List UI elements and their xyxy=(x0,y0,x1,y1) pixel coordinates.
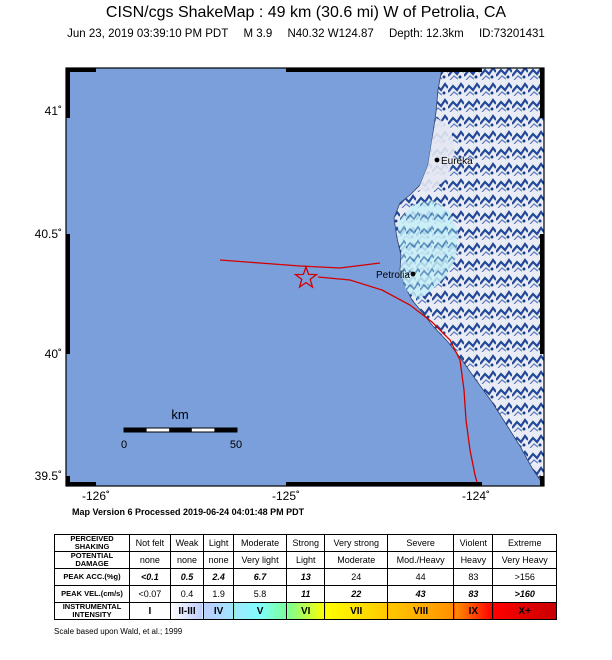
epicenter-star xyxy=(293,265,319,289)
legend-row-header: POTENTIAL DAMAGE xyxy=(54,551,130,569)
legend-cell: Violent xyxy=(453,534,494,552)
fault-line xyxy=(317,276,479,486)
legend-cell: Moderate xyxy=(233,534,288,552)
legend-cell: 1.9 xyxy=(203,585,235,603)
legend-cell: 13 xyxy=(286,568,326,586)
legend-cell: <0.07 xyxy=(129,585,171,603)
lon-label: -124˚ xyxy=(462,489,490,503)
intensity-legend: PERCEIVED SHAKING Not felt Weak Light Mo… xyxy=(54,534,557,620)
place-label-eureka: Eureka xyxy=(441,156,473,167)
lat-label: 39.5˚ xyxy=(35,469,62,483)
lon-label: -126˚ xyxy=(82,489,110,503)
legend-row-header: PEAK VEL.(cm/s) xyxy=(54,585,130,603)
legend-cell: >156 xyxy=(492,568,557,586)
legend-cell: 43 xyxy=(387,585,455,603)
legend-cell: 6.7 xyxy=(233,568,288,586)
legend-cell: 83 xyxy=(453,568,494,586)
legend-cell: Mod./Heavy xyxy=(387,551,455,569)
coastal-lowland xyxy=(418,118,455,192)
legend-cell: Not felt xyxy=(129,534,171,552)
frame-ticks xyxy=(66,68,544,486)
map-version: Map Version 6 Processed 2019-06-24 04:01… xyxy=(72,507,305,517)
legend-cell: 2.4 xyxy=(203,568,235,586)
legend-row-intensity: INSTRUMENTAL INTENSITY I II-III IV V VI … xyxy=(54,602,557,620)
place-label-petrolia: Petrolia xyxy=(376,270,410,281)
place-marker-petrolia xyxy=(410,271,416,277)
event-date: Jun 23, 2019 03:39:10 PM PDT xyxy=(67,28,229,40)
legend-row-acc: PEAK ACC.(%g) <0.1 0.5 2.4 6.7 13 24 44 … xyxy=(54,568,557,586)
intensity-swatch: VI xyxy=(286,602,326,620)
legend-cell: Light xyxy=(203,534,235,552)
intensity-swatch: X+ xyxy=(492,602,557,620)
scale-bar-start: 0 xyxy=(121,439,127,451)
legend-row-shaking: PERCEIVED SHAKING Not felt Weak Light Mo… xyxy=(54,534,557,552)
shakemap: Eureka Petrolia km 0 50 41˚ 40.5˚ 40˚ 39… xyxy=(35,67,545,503)
lon-label: -125˚ xyxy=(272,489,300,503)
legend-cell: <0.1 xyxy=(129,568,171,586)
lat-label: 41˚ xyxy=(45,104,62,118)
legend-cell: Extreme xyxy=(492,534,557,552)
legend-cell: Weak xyxy=(169,534,205,552)
legend-cell: Strong xyxy=(286,534,326,552)
legend-cell: Very Heavy xyxy=(492,551,557,569)
lat-label: 40.5˚ xyxy=(35,227,62,241)
legend-cell: none xyxy=(169,551,205,569)
event-id: ID:73201431 xyxy=(478,28,545,40)
legend-cell: 0.4 xyxy=(169,585,205,603)
legend-row-damage: POTENTIAL DAMAGE none none none Very lig… xyxy=(54,551,557,569)
legend-cell: 5.8 xyxy=(233,585,288,603)
legend-cell: >160 xyxy=(492,585,557,603)
legend-row-header: PERCEIVED SHAKING xyxy=(54,534,130,552)
intensity-swatch: IX xyxy=(453,602,494,620)
place-marker-eureka xyxy=(434,157,440,163)
map-title: CISN/cgs ShakeMap : 49 km (30.6 mi) W of… xyxy=(105,4,507,21)
event-summary: Jun 23, 2019 03:39:10 PM PDT M 3.9 N40.3… xyxy=(0,28,612,40)
legend-cell: Severe xyxy=(387,534,455,552)
legend-row-header: INSTRUMENTAL INTENSITY xyxy=(54,602,130,620)
legend-cell: 83 xyxy=(453,585,494,603)
intensity-swatch: I xyxy=(129,602,171,620)
legend-cell: Very strong xyxy=(324,534,389,552)
scale-bar-unit: km xyxy=(171,407,188,422)
legend-cell: 0.5 xyxy=(169,568,205,586)
intensity-swatch: II-III xyxy=(169,602,205,620)
legend-cell: Light xyxy=(286,551,326,569)
intensity-swatch: IV xyxy=(203,602,235,620)
legend-cell: 24 xyxy=(324,568,389,586)
scale-bar-end: 50 xyxy=(230,439,242,451)
fault-line xyxy=(219,259,381,269)
legend-cell: Moderate xyxy=(324,551,389,569)
scale-bar: km 0 50 xyxy=(121,407,242,451)
legend-cell: none xyxy=(203,551,235,569)
legend-cell: 22 xyxy=(324,585,389,603)
legend-cell: Heavy xyxy=(453,551,494,569)
legend-row-vel: PEAK VEL.(cm/s) <0.07 0.4 1.9 5.8 11 22 … xyxy=(54,585,557,603)
intensity-swatch: VIII xyxy=(387,602,455,620)
legend-cell: 44 xyxy=(387,568,455,586)
legend-cell: 11 xyxy=(286,585,326,603)
legend-cell: none xyxy=(129,551,171,569)
scale-credit: Scale based upon Wald, et al.; 1999 xyxy=(54,627,183,636)
intensity-swatch: VII xyxy=(324,602,389,620)
intensity-swatch: V xyxy=(233,602,288,620)
event-location: N40.32 W124.87 xyxy=(287,28,374,40)
lat-label: 40˚ xyxy=(45,347,62,361)
event-magnitude: M 3.9 xyxy=(243,28,273,40)
legend-cell: Very light xyxy=(233,551,288,569)
legend-row-header: PEAK ACC.(%g) xyxy=(54,568,130,586)
event-depth: Depth: 12.3km xyxy=(388,28,464,40)
